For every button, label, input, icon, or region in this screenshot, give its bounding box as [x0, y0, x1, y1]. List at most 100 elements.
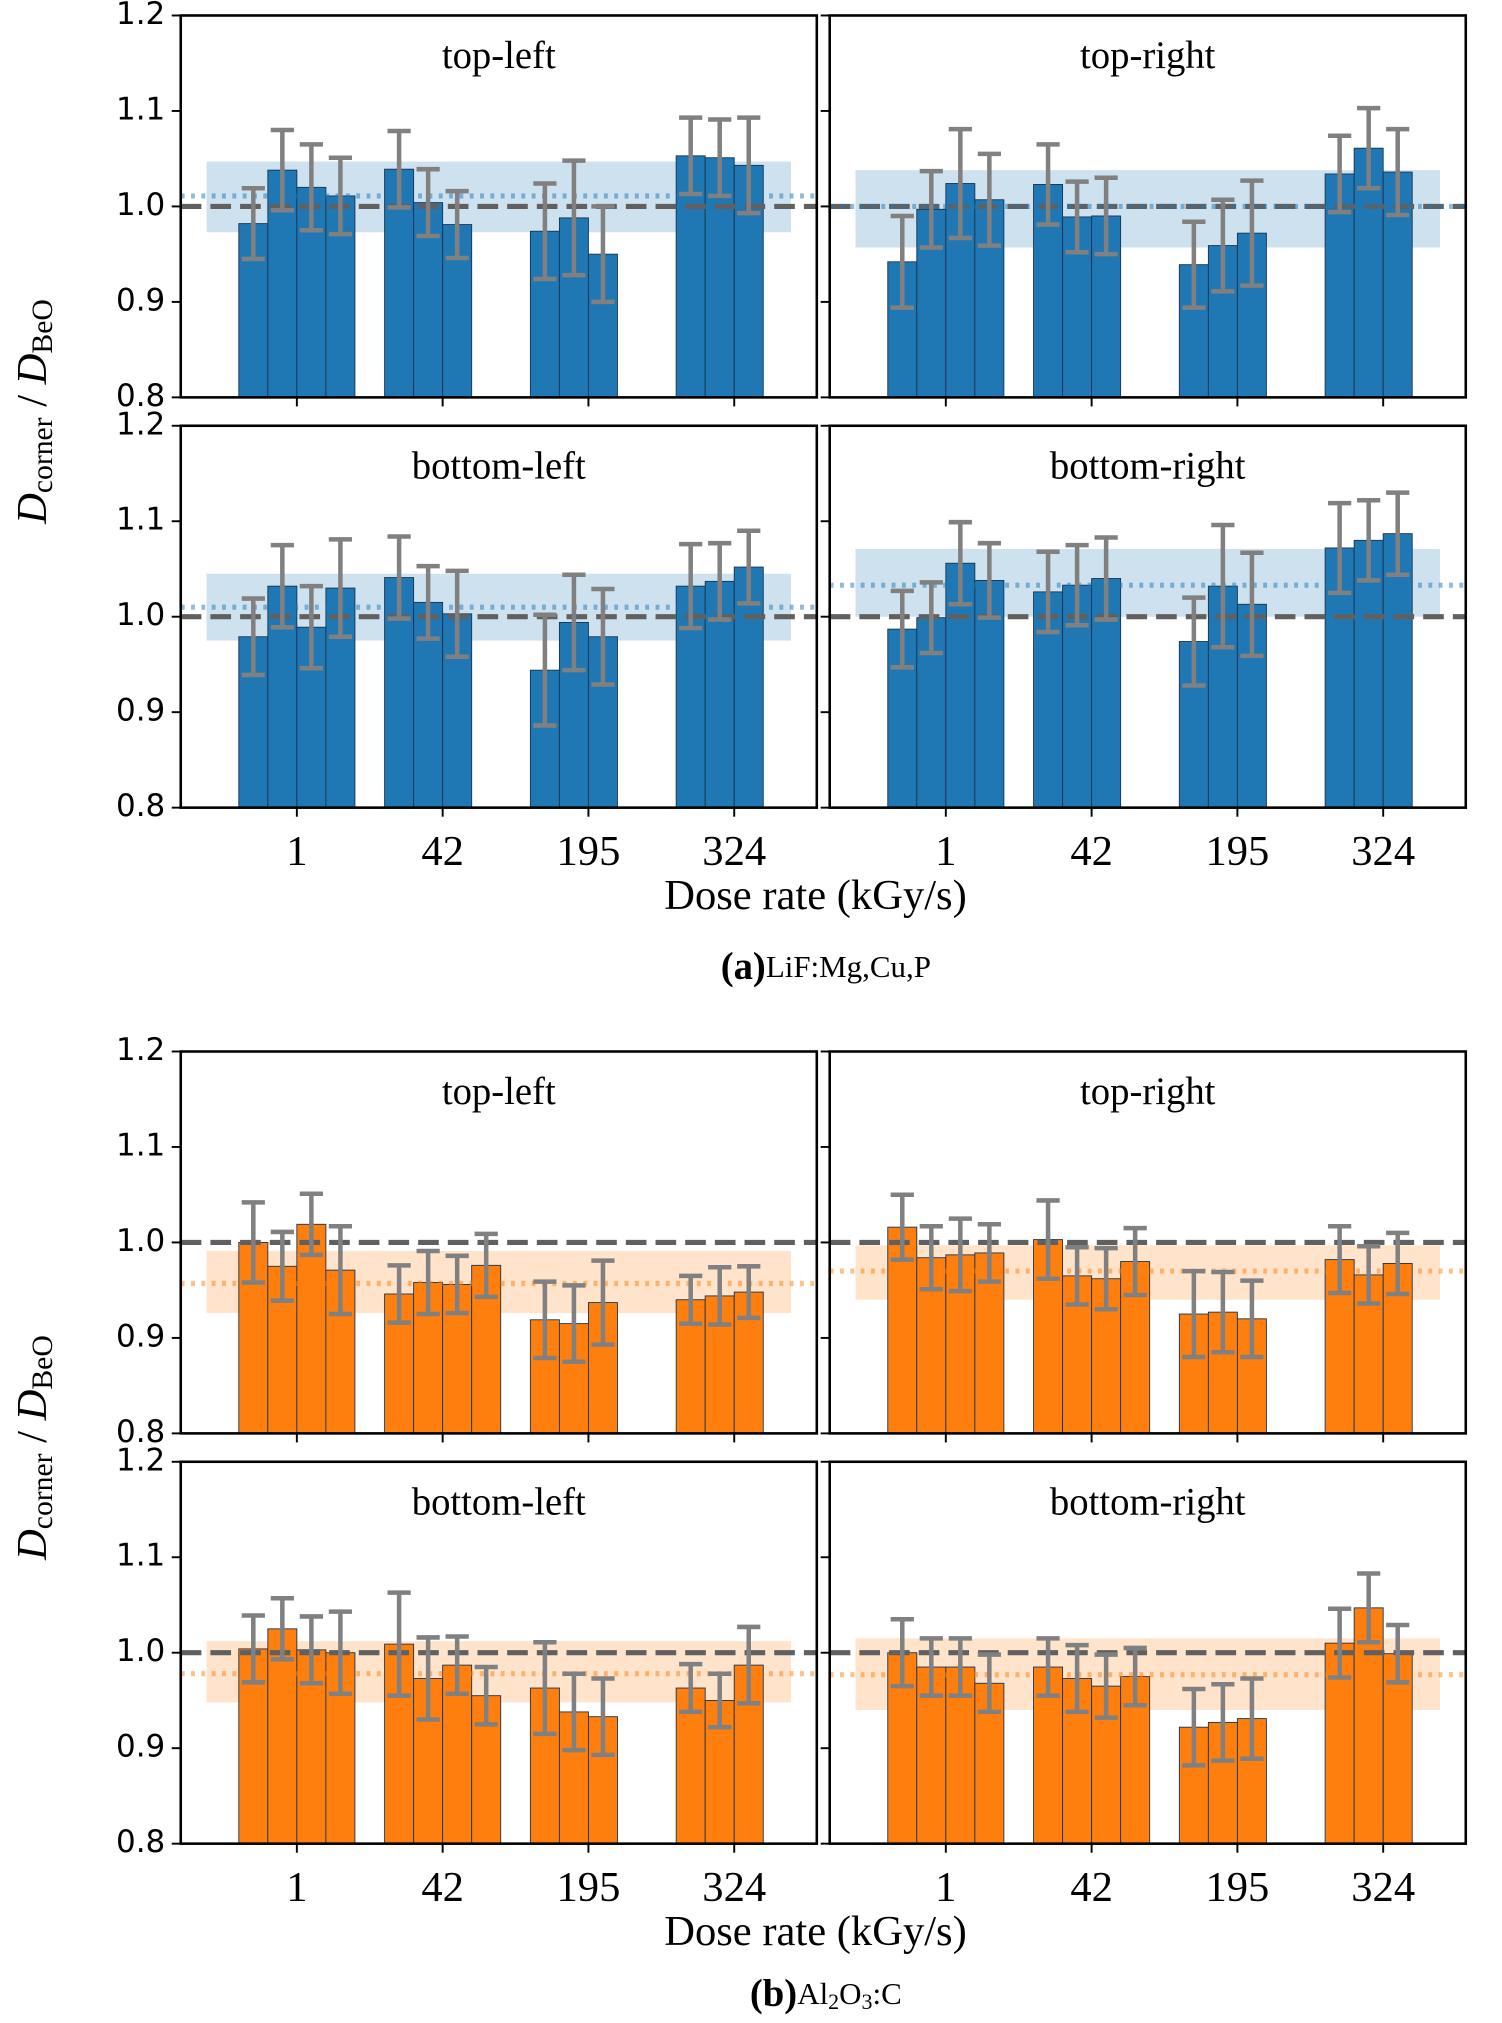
caption-text: 3	[862, 1989, 873, 2014]
error-bar	[387, 534, 411, 621]
x-tick-label: 42	[1070, 828, 1113, 875]
error-bar	[1094, 175, 1118, 257]
error-bar	[591, 586, 615, 687]
error-bar	[591, 1676, 615, 1758]
error-bar	[328, 1609, 353, 1697]
y-axis-label: Dcorner / DBeO	[9, 1335, 59, 1561]
error-bar	[708, 540, 732, 622]
error-bar	[1357, 1244, 1381, 1306]
error-bar	[1386, 1622, 1410, 1685]
panel: bottom-left 0.8 0.9 1.0 1.1 1.2 1 42 195 324	[116, 406, 819, 875]
error-bar	[948, 1216, 972, 1294]
x-tick-label: 324	[702, 1864, 766, 1911]
error-bar	[1094, 1652, 1118, 1720]
error-bar	[977, 1222, 1001, 1284]
x-tick-label: 324	[1351, 828, 1415, 875]
y-tick-label: 0.9	[116, 1729, 165, 1765]
y-tick-label: 1.2	[116, 1032, 165, 1068]
error-bar	[387, 1590, 411, 1698]
error-bar	[562, 1283, 586, 1365]
error-bar	[1036, 1636, 1060, 1698]
x-tick-label: 195	[1205, 828, 1269, 875]
x-tick-label: 1	[286, 828, 307, 875]
error-bar	[919, 580, 943, 656]
y-tick-label: 0.9	[116, 1318, 165, 1354]
error-bar	[1240, 1676, 1264, 1761]
error-bar	[241, 596, 265, 678]
error-bar	[533, 1639, 557, 1737]
error-bar	[737, 1624, 761, 1706]
error-bar	[1182, 1268, 1206, 1360]
error-bar	[1386, 126, 1410, 218]
y-tick-label: 0.8	[116, 1414, 165, 1450]
error-bar	[1094, 1245, 1118, 1312]
error-bar	[1036, 1198, 1060, 1281]
y-axis-label: Dcorner / DBeO	[9, 299, 59, 525]
bar	[1382, 1653, 1413, 1845]
y-tick-label: 1.0	[116, 187, 165, 223]
error-bar	[241, 1613, 265, 1685]
error-bar	[708, 1265, 732, 1327]
error-bar	[474, 1231, 498, 1300]
y-tick-label: 0.9	[116, 282, 165, 318]
error-bar	[1328, 500, 1352, 596]
y-tick-label: 1.1	[116, 91, 165, 127]
error-bar	[1240, 178, 1264, 288]
error-bar	[270, 127, 294, 213]
error-bar	[1357, 105, 1381, 191]
error-bar	[445, 1634, 469, 1697]
error-bar	[445, 568, 469, 660]
error-bar	[562, 572, 586, 673]
error-bar	[977, 151, 1001, 248]
error-bar	[591, 1258, 615, 1347]
x-axis-label: Dose rate (kGy/s)	[664, 872, 967, 919]
panel-title: bottom-right	[1050, 446, 1246, 488]
error-bar	[1328, 1606, 1352, 1680]
error-bar	[591, 204, 615, 305]
y-label-part: corner	[27, 1453, 59, 1529]
x-tick-label: 1	[935, 828, 956, 875]
error-bar	[1065, 1244, 1089, 1307]
y-tick-label: 1.1	[116, 1127, 165, 1163]
error-bar	[299, 142, 323, 233]
caption: (a)LiF:Mg,Cu,P	[721, 946, 931, 988]
error-bar	[737, 115, 761, 216]
error-bar	[241, 1200, 265, 1285]
error-bar	[890, 213, 914, 310]
error-bar	[1094, 535, 1118, 622]
error-bar	[1036, 549, 1060, 635]
error-bar	[1211, 1681, 1235, 1763]
error-bar	[1065, 179, 1089, 255]
error-bar	[474, 1664, 498, 1727]
y-tick-label: 1.1	[116, 1538, 165, 1574]
error-bar	[328, 1223, 353, 1317]
error-bar	[948, 126, 972, 241]
panel: bottom-right 1 42 195 324	[820, 1460, 1468, 1911]
x-tick-label: 195	[557, 1864, 621, 1911]
error-bar	[533, 1279, 557, 1361]
error-bar	[1182, 595, 1206, 688]
error-bar	[328, 537, 353, 640]
error-bar	[919, 1636, 943, 1698]
error-bar	[890, 588, 914, 670]
x-tick-label: 324	[1351, 1864, 1415, 1911]
panel: top-right	[820, 14, 1468, 407]
panel-title: top-right	[1080, 35, 1216, 77]
caption-text: 2	[828, 1989, 839, 2014]
error-bar	[1036, 142, 1060, 227]
y-label-part: D	[9, 353, 56, 385]
error-bar	[919, 1223, 943, 1292]
error-bar	[737, 528, 761, 606]
panel-title: bottom-left	[412, 1482, 586, 1524]
x-tick-label: 42	[1070, 1864, 1113, 1911]
y-tick-label: 0.8	[116, 788, 165, 824]
caption: (b)Al2O3:C	[750, 1973, 902, 2015]
y-label-part: corner	[27, 417, 59, 493]
error-bar	[562, 158, 586, 278]
error-bar	[919, 168, 943, 250]
x-tick-label: 324	[702, 828, 766, 875]
error-bar	[562, 1671, 586, 1753]
panel-title: bottom-left	[412, 446, 586, 488]
x-tick-label: 195	[1205, 1864, 1269, 1911]
